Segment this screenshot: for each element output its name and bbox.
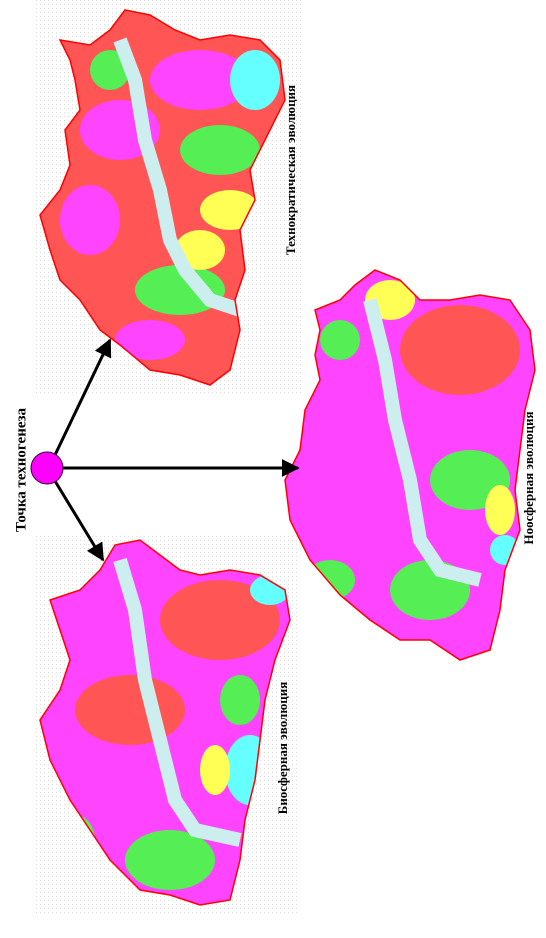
- map-label: Биосферная эволюция: [275, 682, 290, 815]
- origin-point: [30, 451, 64, 485]
- title: Точка техногенеза: [13, 407, 29, 532]
- arrow: [53, 338, 112, 456]
- arrow: [53, 480, 105, 562]
- map-noosphere: [285, 270, 535, 660]
- map-label: Технократическая эволюция: [283, 85, 298, 255]
- map-label: Ноосферная эволюция: [521, 411, 536, 544]
